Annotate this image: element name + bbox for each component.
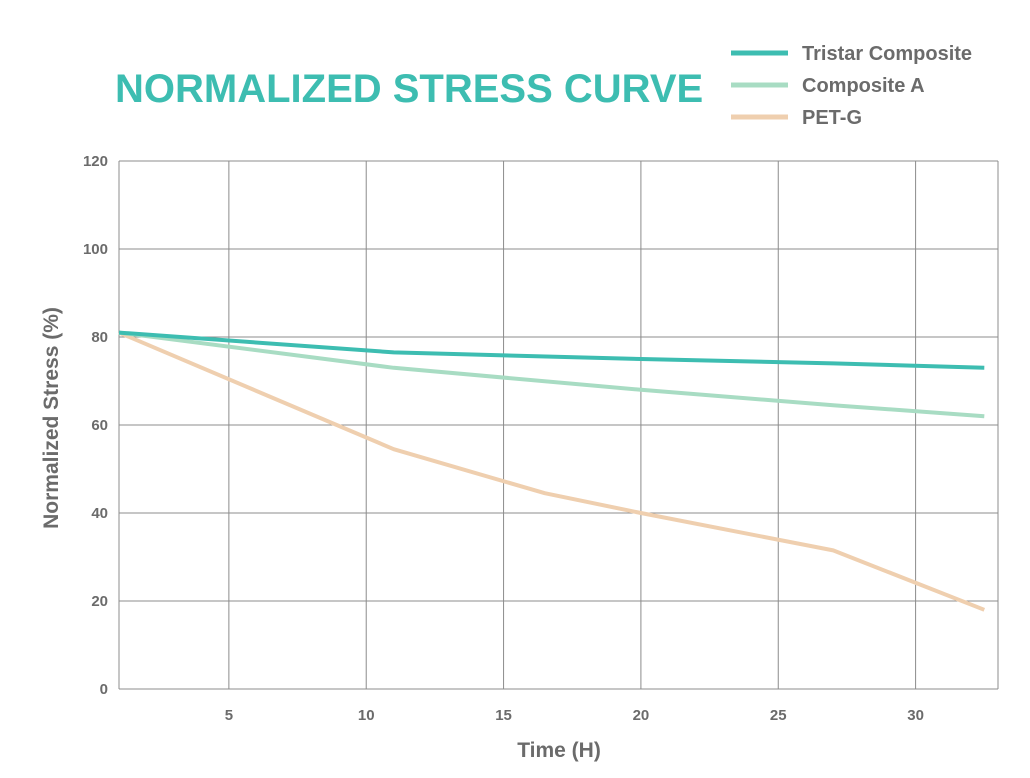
x-tick-label: 25 [770, 707, 787, 724]
y-tick-label: 80 [91, 329, 108, 346]
x-tick-label: 30 [907, 707, 924, 724]
grid [118, 160, 999, 690]
y-tick-label: 100 [83, 241, 108, 258]
y-axis-title: Normalized Stress (%) [40, 307, 63, 529]
series-lines [118, 330, 986, 612]
x-tick-label: 15 [495, 707, 512, 724]
x-axis-title: Time (H) [517, 739, 601, 762]
x-tick-label: 10 [358, 707, 375, 724]
y-tick-label: 20 [91, 593, 108, 610]
series-line-tristar-composite [118, 330, 985, 370]
y-tick-label: 40 [91, 505, 108, 522]
series-line-pet-g [118, 330, 986, 612]
tick-labels: 0 20 40 60 80 100 120 5 10 15 20 25 30 [83, 153, 924, 724]
y-tick-label: 60 [91, 417, 108, 434]
y-tick-label: 120 [83, 153, 108, 170]
y-tick-label: 0 [100, 681, 108, 698]
legend-label-tristar-composite: Tristar Composite [802, 43, 972, 65]
legend-label-pet-g: PET-G [802, 107, 862, 129]
x-tick-label: 20 [633, 707, 650, 724]
x-tick-label: 5 [225, 707, 233, 724]
legend-label-composite-a: Composite A [802, 75, 925, 97]
chart-title: NORMALIZED STRESS CURVE [115, 67, 703, 111]
legend: Tristar Composite Composite A PET-G [731, 43, 972, 129]
series-line-composite-a [118, 330, 985, 419]
